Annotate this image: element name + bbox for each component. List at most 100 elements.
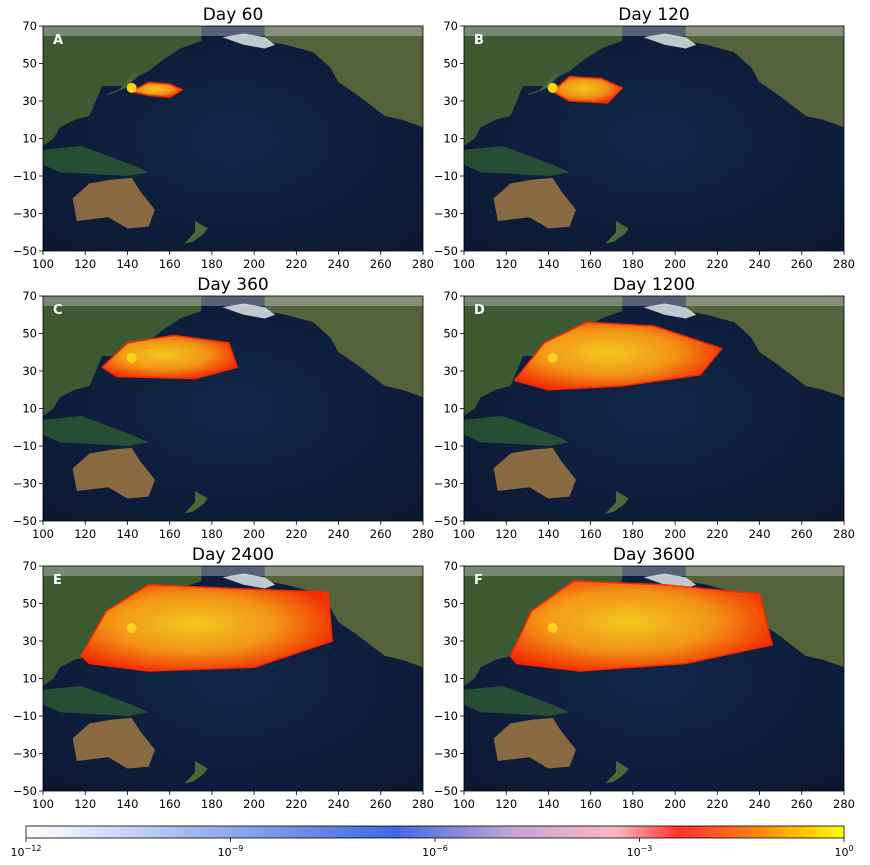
x-tick-label: 100 — [453, 257, 475, 271]
landmass-australia — [72, 717, 155, 769]
y-tick-label: 50 — [22, 57, 37, 71]
landmass-north-america — [685, 26, 844, 128]
colorbar: 10−12 10−9 10−6 10−3 100 — [11, 825, 854, 859]
x-tick-label: 180 — [622, 797, 644, 811]
x-tick-label: 160 — [580, 797, 602, 811]
map-panel-e: Day 2400 E 100 120 140 160 180 200 220 240 260 280 7… — [13, 545, 434, 811]
y-tick-label: 10 — [443, 132, 458, 146]
landmass-indonesia — [464, 416, 570, 446]
x-tick-label: 140 — [116, 257, 138, 271]
map-panel-c: Day 360 C 100 120 140 160 180 200 220 240 260 280 70… — [13, 275, 434, 541]
basemap — [464, 26, 844, 251]
x-tick-label: 240 — [328, 257, 350, 271]
map-panel-d: Day 1200 D 100 120 140 160 180 200 220 240 260 280 7… — [434, 275, 855, 541]
colorbar-tick-label: 10−6 — [422, 844, 448, 859]
y-tick-label: 10 — [22, 402, 37, 416]
x-tick-label: 180 — [622, 527, 644, 541]
landmass-asia — [43, 26, 202, 146]
landmass-alaska — [222, 33, 276, 49]
x-tick-label: 160 — [159, 257, 181, 271]
y-tick-label: −30 — [13, 477, 37, 491]
basemap — [43, 26, 423, 251]
panel-title: Day 360 — [197, 275, 268, 295]
basemap — [43, 296, 423, 521]
panel-title: Day 120 — [618, 5, 689, 25]
x-tick-label: 260 — [791, 797, 813, 811]
arctic-ice — [464, 26, 844, 36]
x-tick-label: 240 — [328, 797, 350, 811]
landmass-alaska — [222, 573, 276, 589]
x-tick-label: 280 — [412, 257, 434, 271]
x-tick-label: 200 — [243, 527, 265, 541]
y-tick-label: 30 — [22, 94, 37, 108]
y-tick-label: 10 — [22, 672, 37, 686]
y-tick-label: −50 — [434, 784, 458, 798]
x-tick-label: 240 — [328, 527, 350, 541]
x-tick-label: 260 — [370, 527, 392, 541]
tracer-plume — [101, 334, 238, 380]
x-tick-label: 220 — [285, 797, 307, 811]
x-tick-label: 120 — [495, 527, 517, 541]
y-tick-label: −10 — [434, 169, 458, 183]
y-tick-label: 10 — [22, 132, 37, 146]
y-tick-label: −30 — [434, 207, 458, 221]
x-tick-label: 200 — [243, 257, 265, 271]
arctic-ice — [464, 566, 844, 576]
colorbar-bar — [25, 825, 845, 839]
colorbar-tick-label: 10−12 — [11, 844, 42, 859]
x-tick-label: 240 — [749, 797, 771, 811]
x-tick-label: 280 — [412, 797, 434, 811]
x-tick-label: 280 — [833, 797, 855, 811]
landmass-indonesia — [464, 146, 570, 176]
y-tick-label: −10 — [13, 709, 37, 723]
x-tick-label: 140 — [537, 257, 559, 271]
y-tick-label: 10 — [443, 402, 458, 416]
y-tick-label: −10 — [13, 169, 37, 183]
landmass-indonesia — [43, 146, 149, 176]
release-source — [126, 82, 137, 93]
panel-letter: D — [474, 303, 485, 318]
x-tick-label: 200 — [664, 527, 686, 541]
landmass-asia — [464, 26, 623, 146]
landmass-australia — [493, 447, 576, 499]
panel-title: Day 1200 — [613, 275, 695, 295]
panel-title: Day 60 — [203, 5, 264, 25]
panel-letter: B — [474, 33, 484, 48]
y-tick-label: 70 — [443, 559, 458, 573]
arctic-ice — [43, 296, 423, 306]
landmass-new-zealand — [605, 491, 629, 514]
y-tick-label: −30 — [13, 747, 37, 761]
x-tick-label: 200 — [664, 797, 686, 811]
landmass-japan — [527, 72, 559, 96]
x-tick-label: 100 — [32, 527, 54, 541]
y-tick-label: 30 — [22, 634, 37, 648]
tracer-plume — [130, 81, 184, 99]
panel-letter: A — [53, 33, 63, 48]
release-source — [547, 622, 558, 633]
x-tick-label: 140 — [116, 527, 138, 541]
landmass-australia — [72, 177, 155, 229]
landmass-north-america — [685, 296, 844, 398]
panel-title: Day 2400 — [192, 545, 274, 565]
landmass-alaska — [643, 33, 697, 49]
map-panel-b: Day 120 B 100 120 140 160 180 200 220 240 260 280 70… — [434, 5, 855, 271]
tracer-plume — [509, 580, 773, 672]
landmass-indonesia — [43, 686, 149, 716]
x-tick-label: 240 — [749, 257, 771, 271]
x-tick-label: 100 — [32, 257, 54, 271]
x-tick-label: 260 — [791, 527, 813, 541]
landmass-japan — [106, 72, 138, 96]
basemap — [464, 566, 844, 791]
x-tick-label: 160 — [580, 257, 602, 271]
panel-letter: C — [53, 303, 63, 318]
release-source — [547, 82, 558, 93]
tracer-plume — [513, 321, 723, 391]
landmass-alaska — [643, 303, 697, 319]
x-tick-label: 240 — [749, 527, 771, 541]
x-tick-label: 220 — [706, 527, 728, 541]
y-tick-label: −10 — [13, 439, 37, 453]
y-tick-label: −10 — [434, 709, 458, 723]
x-tick-label: 100 — [453, 797, 475, 811]
y-tick-label: −30 — [434, 477, 458, 491]
